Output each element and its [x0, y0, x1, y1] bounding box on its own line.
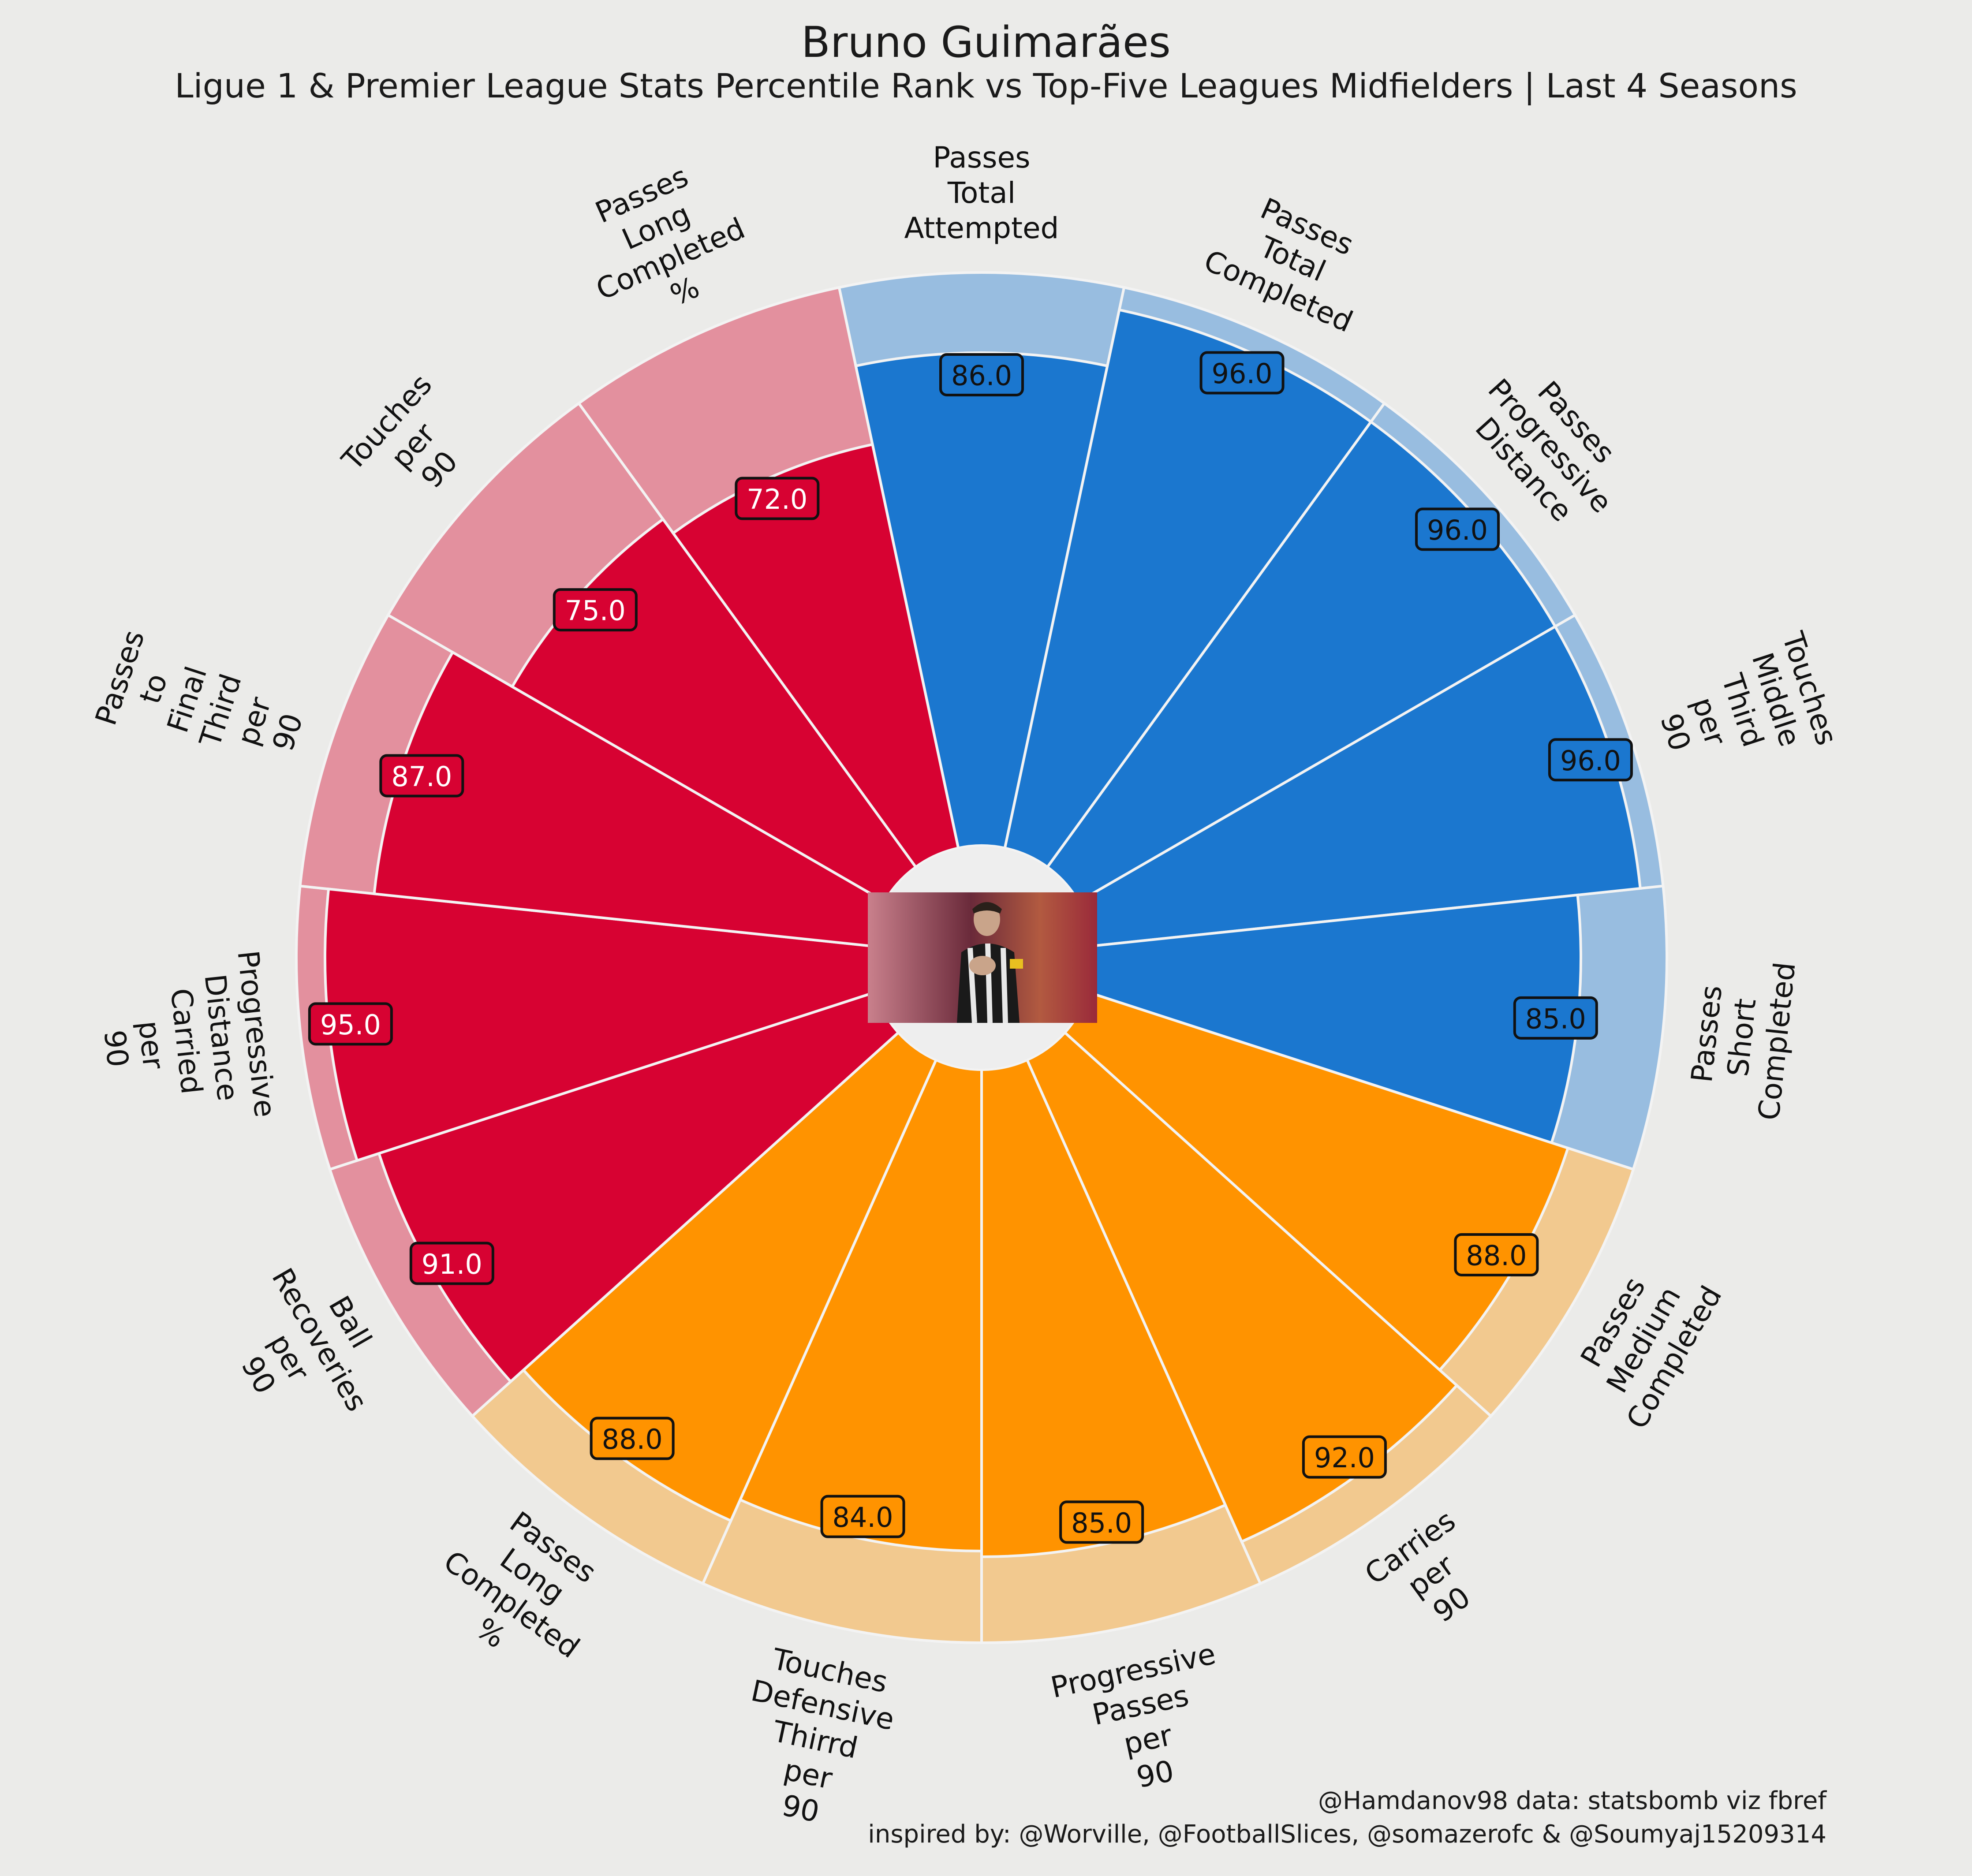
- value-label: 87.0: [379, 754, 464, 798]
- category-label: Carriesper90: [1359, 1503, 1503, 1648]
- chart-subtitle: Ligue 1 & Premier League Stats Percentil…: [175, 66, 1797, 105]
- category-label: Touchesper90: [335, 368, 491, 525]
- credit-line-1: @Hamdanov98 data: statsbomb viz fbref: [1318, 1786, 1826, 1815]
- value-label: 75.0: [553, 588, 638, 632]
- value-label: 95.0: [308, 1002, 393, 1046]
- value-label: 96.0: [1548, 738, 1633, 782]
- svg-text:91.0: 91.0: [422, 1248, 482, 1280]
- value-label: 88.0: [590, 1417, 675, 1460]
- svg-text:87.0: 87.0: [391, 761, 452, 793]
- value-label: 96.0: [1199, 351, 1285, 395]
- svg-text:86.0: 86.0: [951, 360, 1012, 392]
- category-label-line: per: [132, 1019, 171, 1071]
- category-label-line: Short: [1721, 997, 1763, 1078]
- svg-text:85.0: 85.0: [1525, 1003, 1586, 1035]
- svg-text:72.0: 72.0: [747, 483, 807, 515]
- value-label: 85.0: [1513, 996, 1598, 1040]
- value-label: 85.0: [1059, 1500, 1144, 1544]
- category-label-line: Attempted: [904, 211, 1059, 245]
- svg-text:95.0: 95.0: [320, 1009, 381, 1041]
- category-label-line: Completed: [1752, 961, 1802, 1122]
- category-label: Passes Total Attempted: [904, 141, 1059, 245]
- category-label-line: 90: [1134, 1754, 1177, 1795]
- category-label-line: 90: [97, 1029, 135, 1069]
- value-label: 86.0: [939, 353, 1024, 396]
- category-label: TouchesDefensiveThirrdper90: [726, 1639, 905, 1840]
- value-labels: 86.0 96.0 96.0 96.0 85.0 88.0 92.0 85.0 84.0 88.0…: [308, 351, 1633, 1544]
- svg-text:96.0: 96.0: [1212, 358, 1273, 390]
- category-label: ProgressiveDistanceCarriedper90: [90, 949, 282, 1134]
- svg-text:84.0: 84.0: [833, 1501, 893, 1533]
- category-label: PassestoFinalThirdper90: [89, 626, 319, 784]
- category-label: PassesShortCompleted: [1681, 953, 1802, 1122]
- value-label: 84.0: [820, 1495, 905, 1538]
- chart-title: Bruno Guimarães: [801, 18, 1171, 67]
- player-photo: [868, 892, 1097, 1023]
- category-label: PassesLongCompleted%: [562, 147, 764, 339]
- svg-text:96.0: 96.0: [1560, 745, 1621, 777]
- value-label: 88.0: [1454, 1233, 1539, 1276]
- value-label: 72.0: [735, 477, 820, 520]
- category-label-line: Passes: [933, 141, 1030, 175]
- category-label: PassesTotalCompleted: [1199, 179, 1386, 339]
- category-label: TouchesMiddleThirdper90: [1641, 627, 1844, 793]
- svg-text:85.0: 85.0: [1071, 1507, 1132, 1539]
- value-label: 96.0: [1415, 507, 1500, 551]
- credit-line-2: inspired by: @Worville, @FootballSlices,…: [868, 1820, 1826, 1849]
- category-label: ProgressivePassesper90: [1048, 1637, 1240, 1808]
- svg-text:75.0: 75.0: [565, 595, 626, 627]
- svg-text:88.0: 88.0: [602, 1423, 663, 1455]
- value-label: 92.0: [1302, 1435, 1387, 1479]
- category-label-line: Total: [947, 176, 1016, 210]
- value-label: 91.0: [409, 1242, 494, 1285]
- category-label-line: 90: [779, 1788, 822, 1829]
- svg-text:92.0: 92.0: [1314, 1442, 1375, 1474]
- svg-text:88.0: 88.0: [1466, 1240, 1527, 1272]
- svg-text:96.0: 96.0: [1427, 514, 1488, 546]
- value-slices: [324, 308, 1642, 1559]
